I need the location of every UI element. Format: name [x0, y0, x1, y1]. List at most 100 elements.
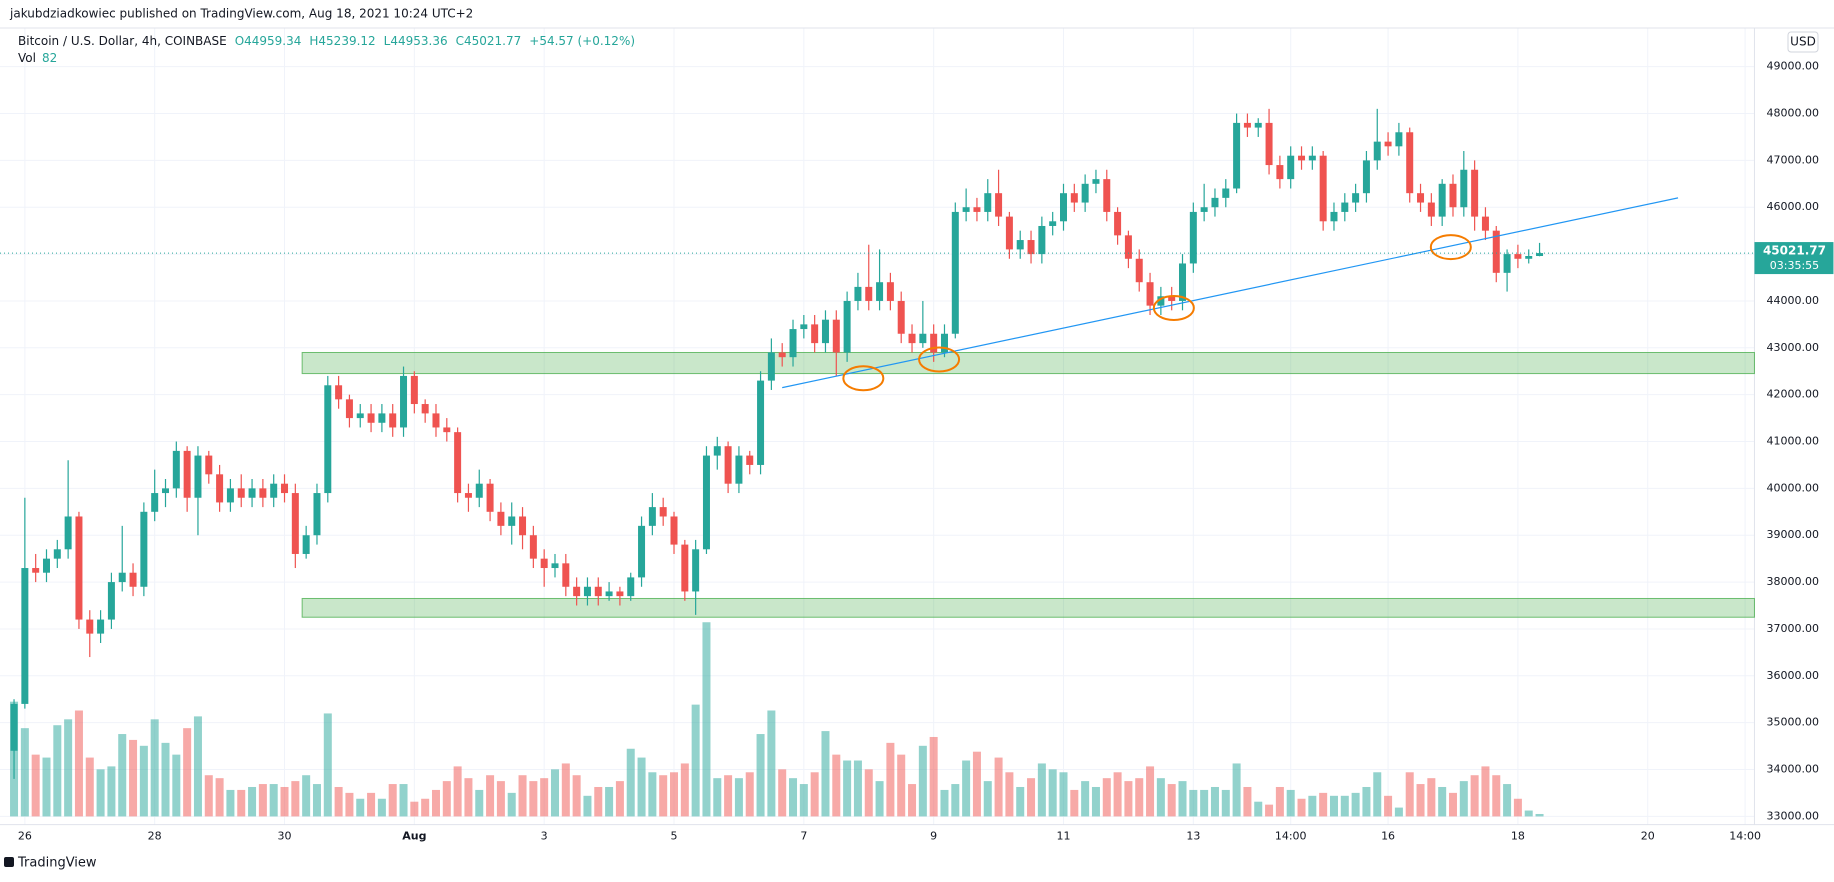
- candle-body: [562, 563, 570, 587]
- candle-body: [854, 286, 862, 301]
- volume-bar: [129, 739, 138, 817]
- candle-body: [811, 324, 819, 344]
- candle-body: [1449, 183, 1457, 208]
- candle-body: [1471, 169, 1479, 217]
- ohlc-value: H45239.12: [309, 34, 375, 48]
- volume-bar: [799, 784, 808, 817]
- volume-bar: [1016, 786, 1025, 817]
- volume-bar: [453, 766, 462, 817]
- volume-bar: [1146, 766, 1155, 817]
- support-zone: [301, 351, 1755, 375]
- volume-bar: [918, 745, 927, 817]
- volume-bar: [897, 754, 906, 817]
- volume-value: 82: [42, 51, 57, 65]
- candle-body: [1319, 155, 1327, 222]
- volume-bar: [1308, 795, 1317, 817]
- volume-bar: [421, 798, 430, 817]
- x-tick-label: 9: [930, 830, 937, 843]
- candle-body: [432, 413, 440, 428]
- candle-body: [107, 582, 115, 620]
- candle-body: [1124, 235, 1132, 259]
- volume-bar: [1373, 772, 1382, 817]
- candle-body: [1243, 122, 1251, 128]
- candle-body: [735, 455, 743, 484]
- volume-bar: [983, 781, 992, 817]
- trendline: [782, 197, 1679, 389]
- volume-bar: [150, 719, 159, 817]
- volume-bar: [1221, 789, 1230, 817]
- volume-bar: [486, 775, 495, 817]
- candle-body: [1092, 179, 1100, 184]
- x-tick-label: 16: [1381, 830, 1395, 843]
- candle-body: [897, 300, 905, 334]
- y-tick-label: 42000.00: [1766, 388, 1819, 401]
- volume-bar: [85, 757, 94, 817]
- volume-bar: [908, 784, 917, 817]
- x-tick-label: 26: [18, 830, 32, 843]
- volume-bar: [1492, 775, 1501, 817]
- volume-bar: [334, 786, 343, 817]
- candle-body: [757, 380, 765, 465]
- y-tick-label: 37000.00: [1766, 622, 1819, 635]
- volume-bar: [172, 754, 181, 817]
- candle-body: [702, 455, 710, 550]
- candle-body: [616, 591, 624, 597]
- volume-bar: [1070, 789, 1079, 817]
- candle-body: [486, 483, 494, 512]
- candle-body: [670, 516, 678, 545]
- volume-bar: [96, 769, 105, 817]
- volume-bar: [1319, 792, 1328, 817]
- ohlc-value: L44953.36: [384, 34, 448, 48]
- y-tick-label: 49000.00: [1766, 60, 1819, 73]
- volume-bar: [832, 754, 841, 817]
- candle-body: [86, 619, 94, 634]
- volume-bar: [64, 719, 73, 817]
- candle-body: [129, 572, 137, 587]
- currency-box: [1787, 31, 1819, 53]
- volume-bar: [107, 766, 116, 817]
- volume-bar: [226, 789, 235, 817]
- candle-body: [1016, 240, 1024, 250]
- candle-body: [1395, 132, 1403, 147]
- volume-bar: [1329, 795, 1338, 817]
- volume-bar: [550, 769, 559, 817]
- volume-bar: [1524, 810, 1533, 817]
- candle-body: [216, 474, 224, 503]
- volume-bar: [875, 781, 884, 817]
- highlight-circle: [842, 365, 885, 392]
- volume-bar: [507, 792, 516, 817]
- candle-body: [1384, 141, 1392, 147]
- volume-bar: [183, 728, 192, 817]
- candle-body: [1081, 183, 1089, 203]
- volume-bar: [1340, 795, 1349, 817]
- candle-body: [1525, 255, 1533, 259]
- volume-bar: [962, 760, 971, 817]
- volume-bar: [204, 775, 213, 817]
- y-tick-label: 40000.00: [1766, 481, 1819, 494]
- candle-body: [1146, 282, 1154, 306]
- volume-bar: [1027, 778, 1036, 817]
- volume-bar: [1459, 781, 1468, 817]
- candle-body: [1492, 230, 1500, 273]
- x-tick-label: 7: [800, 830, 807, 843]
- x-tick-label: 20: [1641, 830, 1655, 843]
- x-tick-label: 14:00: [1729, 830, 1761, 843]
- volume-bar: [312, 784, 321, 817]
- volume-bar: [1167, 784, 1176, 817]
- volume-bar: [1005, 772, 1014, 817]
- x-tick-label: 5: [671, 830, 678, 843]
- volume-bar: [1124, 781, 1133, 817]
- volume-bar: [1448, 792, 1457, 817]
- candle-body: [995, 193, 1003, 217]
- candle-body: [454, 432, 462, 494]
- volume-bar: [540, 778, 549, 817]
- candle-body: [1135, 258, 1143, 283]
- volume-bar: [756, 734, 765, 817]
- volume-bar: [280, 786, 289, 817]
- candle-body: [951, 211, 959, 334]
- candle-body: [1406, 132, 1414, 194]
- footer: TradingView: [17, 856, 97, 871]
- candle-body: [140, 511, 148, 587]
- volume-bar: [291, 781, 300, 817]
- volume-bar: [1275, 786, 1284, 817]
